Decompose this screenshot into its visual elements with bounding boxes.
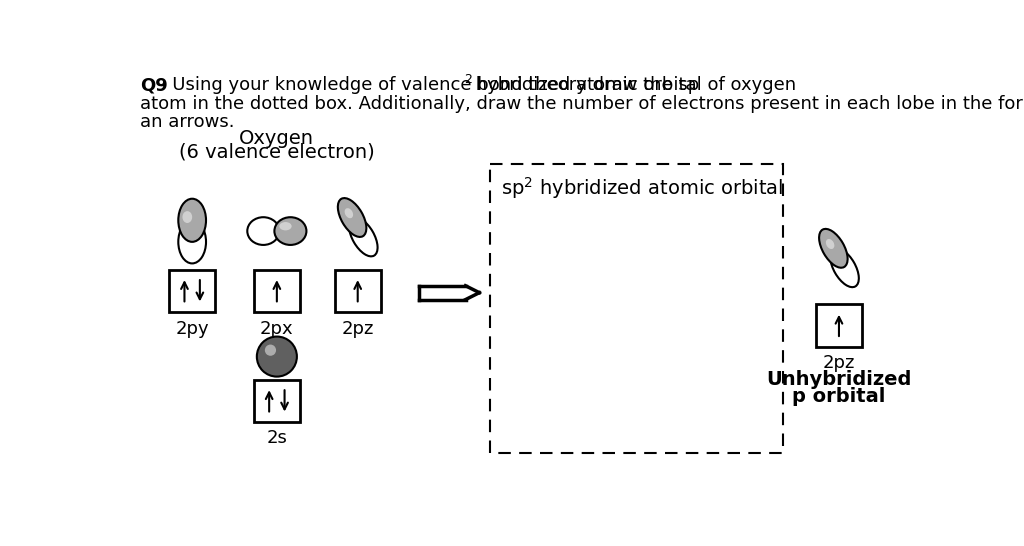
Ellipse shape bbox=[819, 229, 848, 268]
Bar bbox=[254, 379, 300, 422]
Ellipse shape bbox=[345, 208, 353, 218]
Ellipse shape bbox=[830, 248, 859, 287]
Text: 2pz: 2pz bbox=[822, 354, 855, 372]
Bar bbox=[490, 164, 782, 453]
Text: 2px: 2px bbox=[260, 319, 294, 337]
Ellipse shape bbox=[280, 222, 292, 230]
Text: 2pz: 2pz bbox=[342, 319, 374, 337]
Text: - Using your knowledge of valence bond theory draw the sp: - Using your knowledge of valence bond t… bbox=[160, 76, 699, 94]
Circle shape bbox=[265, 345, 276, 356]
Text: p orbital: p orbital bbox=[793, 387, 886, 406]
Bar bbox=[335, 270, 381, 312]
Ellipse shape bbox=[349, 217, 378, 257]
Text: 2s: 2s bbox=[266, 429, 288, 447]
Text: 2py: 2py bbox=[175, 319, 209, 337]
Text: an arrows.: an arrows. bbox=[140, 113, 234, 131]
Ellipse shape bbox=[826, 239, 835, 249]
Ellipse shape bbox=[182, 211, 193, 223]
Bar bbox=[254, 270, 300, 312]
Text: 2: 2 bbox=[464, 73, 472, 86]
Ellipse shape bbox=[338, 198, 367, 237]
Text: (6 valence electron): (6 valence electron) bbox=[179, 143, 375, 162]
Ellipse shape bbox=[274, 217, 306, 245]
Text: Unhybridized: Unhybridized bbox=[766, 370, 911, 389]
Ellipse shape bbox=[247, 217, 280, 245]
Bar bbox=[816, 304, 862, 347]
Text: sp$^2$ hybridized atomic orbital: sp$^2$ hybridized atomic orbital bbox=[501, 175, 783, 201]
Text: Oxygen: Oxygen bbox=[240, 129, 314, 147]
Bar bbox=[169, 270, 215, 312]
Ellipse shape bbox=[178, 220, 206, 263]
Text: atom in the dotted box. Additionally, draw the number of electrons present in ea: atom in the dotted box. Additionally, dr… bbox=[140, 95, 1024, 113]
Ellipse shape bbox=[178, 199, 206, 242]
Text: hybridized atomic orbital of oxygen: hybridized atomic orbital of oxygen bbox=[470, 76, 797, 94]
Circle shape bbox=[257, 336, 297, 377]
Text: Q9: Q9 bbox=[140, 76, 168, 94]
